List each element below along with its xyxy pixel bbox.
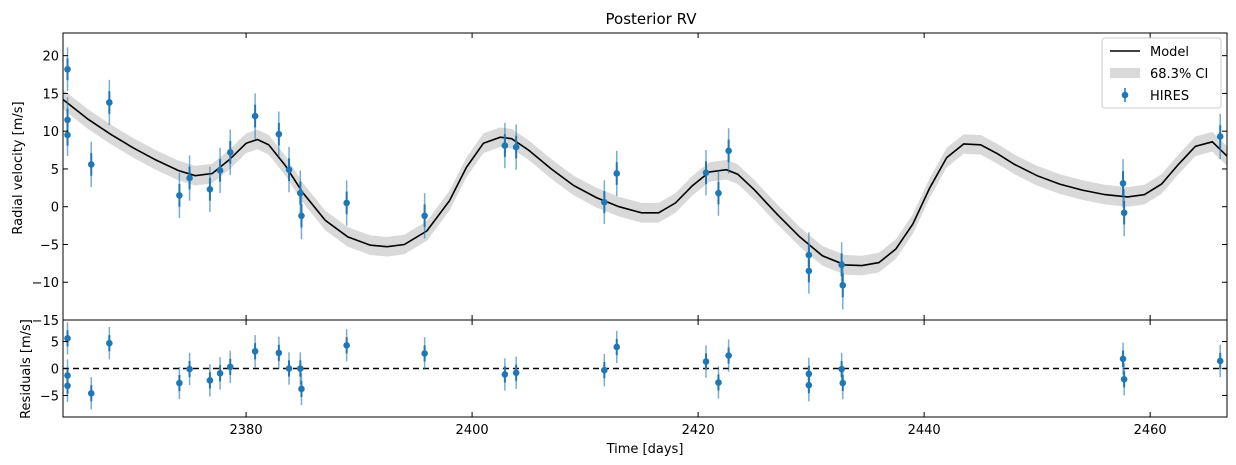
residual-point — [725, 352, 732, 359]
top-ytick-label: 20 — [42, 50, 59, 65]
residual-point — [512, 369, 520, 377]
hires-point — [601, 198, 608, 206]
residual-point — [805, 381, 813, 389]
top-ytick-label: 15 — [42, 87, 59, 102]
hires-point — [206, 186, 214, 193]
hires-point — [343, 199, 350, 207]
xtick-label: 2420 — [682, 423, 715, 438]
residual-point — [106, 339, 113, 347]
hires-point — [1216, 133, 1224, 140]
residual-point — [206, 377, 214, 384]
hires-point — [512, 143, 520, 151]
xtick-label: 2400 — [456, 423, 489, 438]
hires-point — [64, 131, 71, 139]
residual-point — [298, 385, 305, 393]
top-y-axis-label: Radial velocity [m/s] — [11, 101, 26, 234]
hires-point — [702, 169, 710, 177]
model-ci-band — [63, 89, 1227, 276]
hires-point — [176, 192, 183, 199]
residual-point — [216, 370, 224, 377]
hires-point — [186, 174, 193, 182]
hires-point — [501, 142, 509, 149]
residual-point — [87, 389, 95, 397]
hires-point — [285, 166, 293, 174]
residuals-panel: −5 0 5 2380 2400 2420 2440 2460 — [40, 319, 1228, 438]
residual-point — [1120, 375, 1128, 383]
bottom-ytick-label: 5 — [51, 336, 59, 351]
hires-point — [251, 112, 259, 120]
hires-point — [715, 189, 722, 197]
residual-point — [839, 379, 847, 387]
hires-point — [1119, 179, 1127, 187]
residual-point — [64, 335, 71, 342]
hires-point — [297, 189, 304, 197]
residual-point — [275, 349, 283, 357]
chart-title: Posterior RV — [606, 10, 698, 28]
top-ytick-label: 0 — [51, 201, 59, 216]
residual-point — [501, 371, 509, 378]
residual-point — [421, 350, 428, 357]
residual-point — [226, 363, 234, 371]
residual-point — [251, 347, 259, 355]
rv-panel: −15 −10 −5 0 5 10 15 20 — [32, 32, 1228, 329]
residual-point — [176, 379, 183, 387]
residual-point — [1216, 357, 1224, 365]
hires-point — [64, 65, 71, 73]
top-ytick-label: 10 — [42, 125, 59, 140]
residual-point — [343, 342, 350, 349]
residual-point — [702, 358, 710, 365]
residual-point — [1119, 355, 1127, 363]
legend: Model 68.3% CI HIRES — [1101, 37, 1222, 109]
hires-point — [838, 261, 845, 269]
hires-point — [216, 167, 224, 174]
legend-hires-marker — [1121, 91, 1129, 99]
hires-point — [226, 149, 234, 156]
hires-point — [613, 170, 621, 177]
hires-point — [275, 130, 283, 138]
xtick-label: 2440 — [908, 423, 941, 438]
top-ytick-label: 5 — [51, 163, 59, 178]
hires-point — [839, 281, 847, 289]
residual-point — [186, 365, 193, 373]
legend-label: HIRES — [1150, 89, 1189, 104]
legend-label: 68.3% CI — [1150, 67, 1208, 82]
x-axis-label: Time [days] — [606, 442, 684, 457]
bottom-y-axis-label: Residuals [m/s] — [19, 319, 34, 419]
xtick-label: 2380 — [230, 423, 263, 438]
top-ytick-label: −5 — [40, 238, 59, 253]
hires-point — [298, 212, 305, 220]
residual-point — [601, 366, 608, 374]
legend-label: Model — [1150, 45, 1189, 60]
hires-point — [421, 212, 428, 220]
legend-ci-swatch — [1110, 68, 1140, 78]
bottom-ytick-label: −5 — [40, 389, 59, 404]
residual-point — [613, 343, 621, 351]
top-ytick-label: −15 — [32, 314, 59, 329]
residual-point — [64, 382, 71, 390]
hires-point — [87, 161, 95, 168]
model-line — [62, 98, 1228, 267]
residual-point — [838, 365, 845, 373]
legend-box — [1101, 37, 1222, 109]
hires-point — [106, 99, 113, 106]
residual-point — [285, 365, 293, 372]
top-ytick-label: −10 — [32, 276, 59, 291]
hires-point — [1120, 209, 1128, 217]
bottom-ytick-label: 0 — [51, 363, 59, 378]
residual-point — [715, 379, 722, 386]
hires-point — [725, 147, 732, 155]
xtick-label: 2460 — [1134, 423, 1167, 438]
residual-point — [297, 365, 304, 372]
hires-point — [805, 267, 813, 275]
